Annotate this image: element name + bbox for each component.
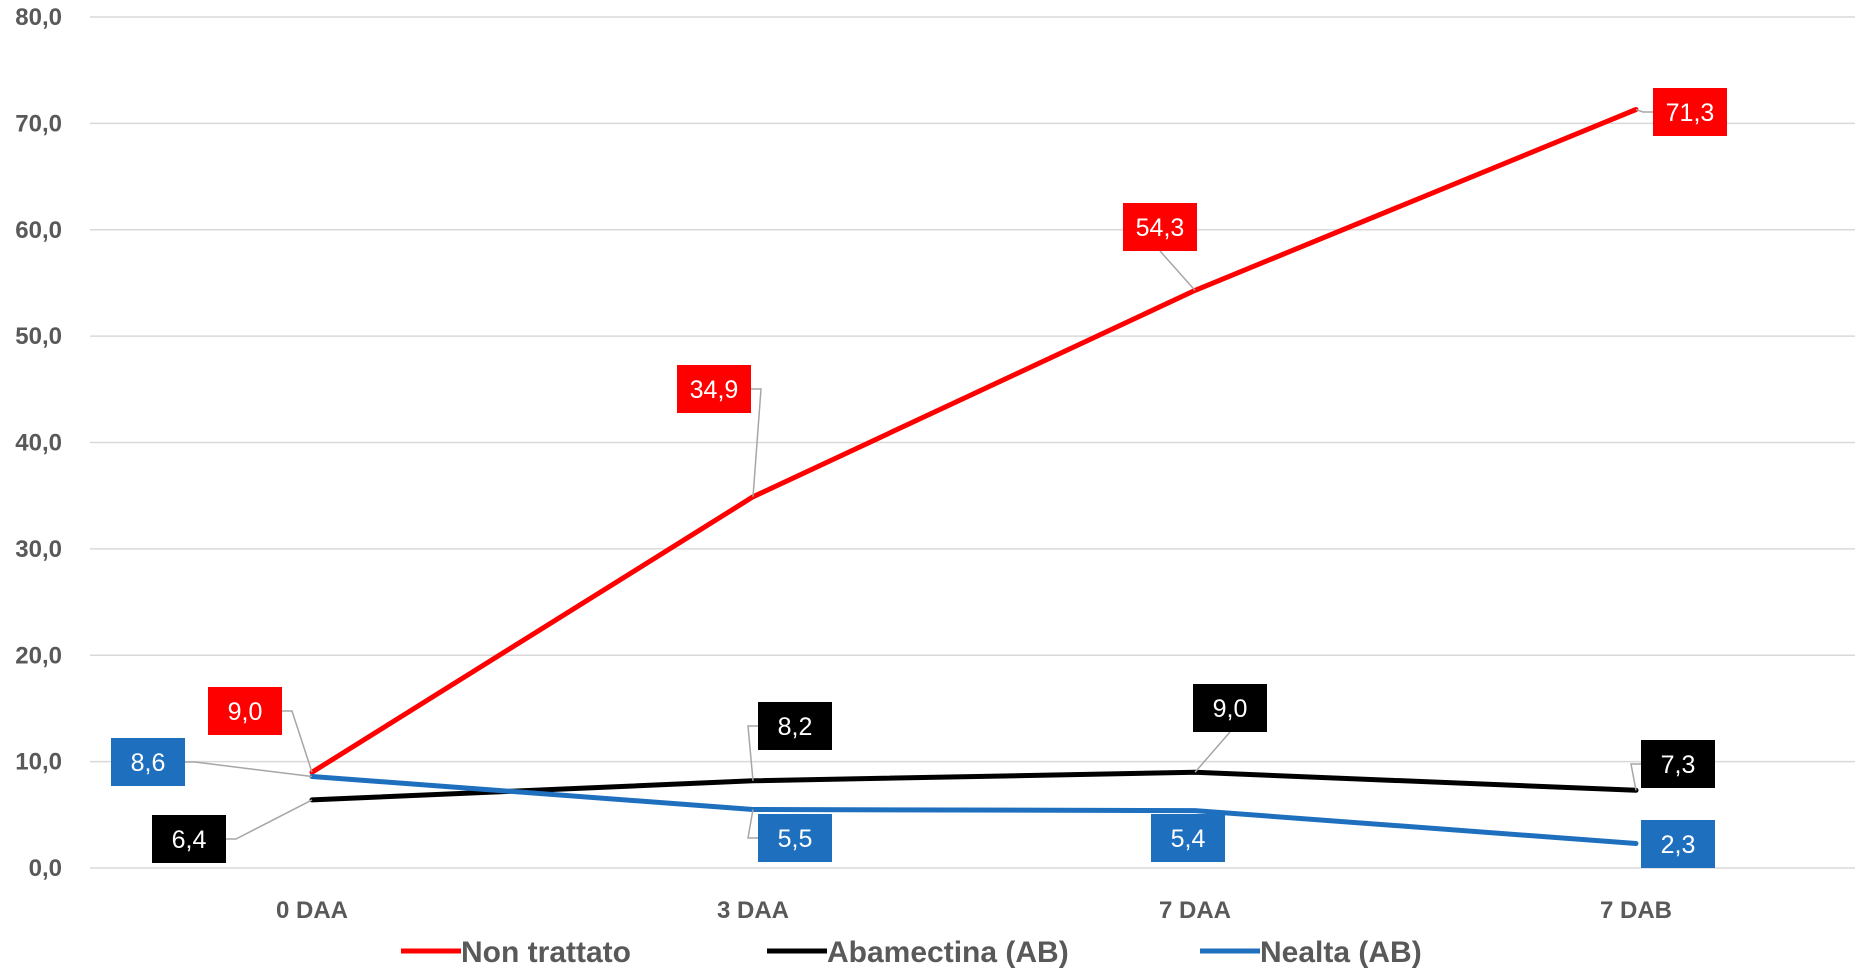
data-label: 8,2 — [778, 713, 813, 741]
y-tick-label: 30,0 — [15, 536, 62, 563]
x-tick-label: 0 DAA — [276, 897, 348, 924]
data-label: 54,3 — [1136, 214, 1185, 242]
leader-line — [226, 799, 313, 840]
data-label-box — [1151, 814, 1225, 862]
data-label: 5,4 — [1171, 825, 1206, 853]
data-label: 6,4 — [172, 826, 207, 854]
y-tick-label: 80,0 — [15, 4, 62, 31]
data-label: 5,5 — [778, 825, 813, 853]
x-tick-label: 7 DAB — [1600, 897, 1672, 924]
data-label: 8,6 — [131, 749, 166, 777]
data-label-box — [758, 702, 832, 750]
x-tick-label: 3 DAA — [717, 897, 789, 924]
data-label-box — [208, 687, 282, 735]
data-label: 7,3 — [1661, 751, 1696, 779]
data-label-box — [1641, 820, 1715, 868]
series-line-2 — [309, 774, 1639, 846]
legend: Non trattato Abamectina (AB) Nealta (AB) — [401, 936, 1422, 969]
y-axis: 0,0 10,0 20,0 30,0 40,0 50,0 60,0 70,0 80,0 — [15, 4, 62, 882]
leader-line — [1630, 763, 1641, 791]
y-tick-label: 40,0 — [15, 430, 62, 457]
legend-label: Nealta (AB) — [1260, 936, 1422, 969]
y-tick-label: 70,0 — [15, 110, 62, 137]
leader-line — [185, 761, 313, 778]
leader-line — [1159, 250, 1196, 291]
leader-line — [1635, 108, 1653, 113]
legend-label: Non trattato — [461, 936, 631, 969]
data-label: 9,0 — [1213, 695, 1248, 723]
x-axis: 0 DAA 3 DAA 7 DAA 7 DAB — [276, 897, 1672, 924]
label-leader-lines — [185, 108, 1653, 840]
gridlines — [90, 16, 1855, 869]
data-label-box — [677, 365, 751, 413]
data-label: 34,9 — [690, 376, 739, 404]
data-label-box — [1641, 740, 1715, 788]
y-tick-label: 50,0 — [15, 323, 62, 350]
data-label: 71,3 — [1666, 99, 1715, 127]
series-line-0 — [309, 107, 1639, 775]
data-label: 2,3 — [1661, 831, 1696, 859]
leader-line — [747, 725, 758, 781]
leader-line — [1194, 731, 1231, 773]
y-tick-label: 0,0 — [29, 855, 62, 882]
y-tick-label: 10,0 — [15, 749, 62, 776]
data-label-box — [1123, 203, 1197, 251]
data-label-box — [152, 815, 226, 863]
y-tick-label: 20,0 — [15, 642, 62, 669]
data-label-box — [1193, 684, 1267, 732]
data-labels: 9,0 34,9 54,3 71,3 6,4 8,2 9,0 7,3 8,6 5,5 5,4 2,3 — [111, 88, 1727, 868]
series-lines — [309, 107, 1639, 846]
data-label-box — [111, 738, 185, 786]
data-label: 9,0 — [228, 698, 263, 726]
y-tick-label: 60,0 — [15, 217, 62, 244]
data-label-box — [758, 814, 832, 862]
leader-line — [747, 809, 758, 839]
series-line-1 — [309, 769, 1639, 803]
x-tick-label: 7 DAA — [1159, 897, 1231, 924]
leader-line — [282, 710, 313, 773]
leader-line — [751, 388, 762, 497]
data-label-box — [1653, 88, 1727, 136]
legend-label: Abamectina (AB) — [827, 936, 1069, 969]
